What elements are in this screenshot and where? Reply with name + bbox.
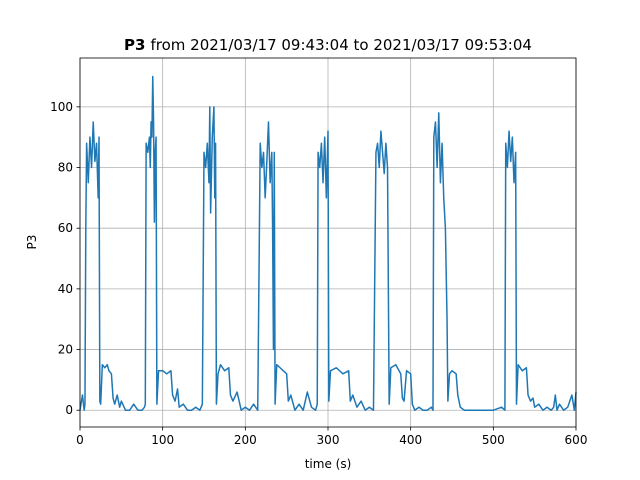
y-axis-label: P3 — [25, 235, 39, 250]
y-tick-label: 60 — [58, 221, 73, 235]
x-tick-label: 600 — [565, 433, 588, 447]
title-rest: from 2021/03/17 09:43:04 to 2021/03/17 0… — [150, 36, 531, 54]
x-axis-label: time (s) — [305, 457, 352, 471]
x-tick-label: 100 — [151, 433, 174, 447]
title-bold: P3 — [124, 36, 145, 54]
x-tick-label: 400 — [399, 433, 422, 447]
y-tick-label: 100 — [50, 100, 73, 114]
x-tick-label: 500 — [482, 433, 505, 447]
x-tick-label: 200 — [234, 433, 257, 447]
x-tick-label: 0 — [76, 433, 84, 447]
y-tick-label: 0 — [65, 403, 73, 417]
y-tick-label: 40 — [58, 282, 73, 296]
plot-frame — [79, 57, 577, 428]
data-line — [79, 75, 577, 411]
y-tick-label: 80 — [58, 161, 73, 175]
x-tick-label: 300 — [317, 433, 340, 447]
chart-title: P3 from 2021/03/17 09:43:04 to 2021/03/17… — [124, 36, 532, 54]
y-tick-label: 20 — [58, 343, 73, 357]
